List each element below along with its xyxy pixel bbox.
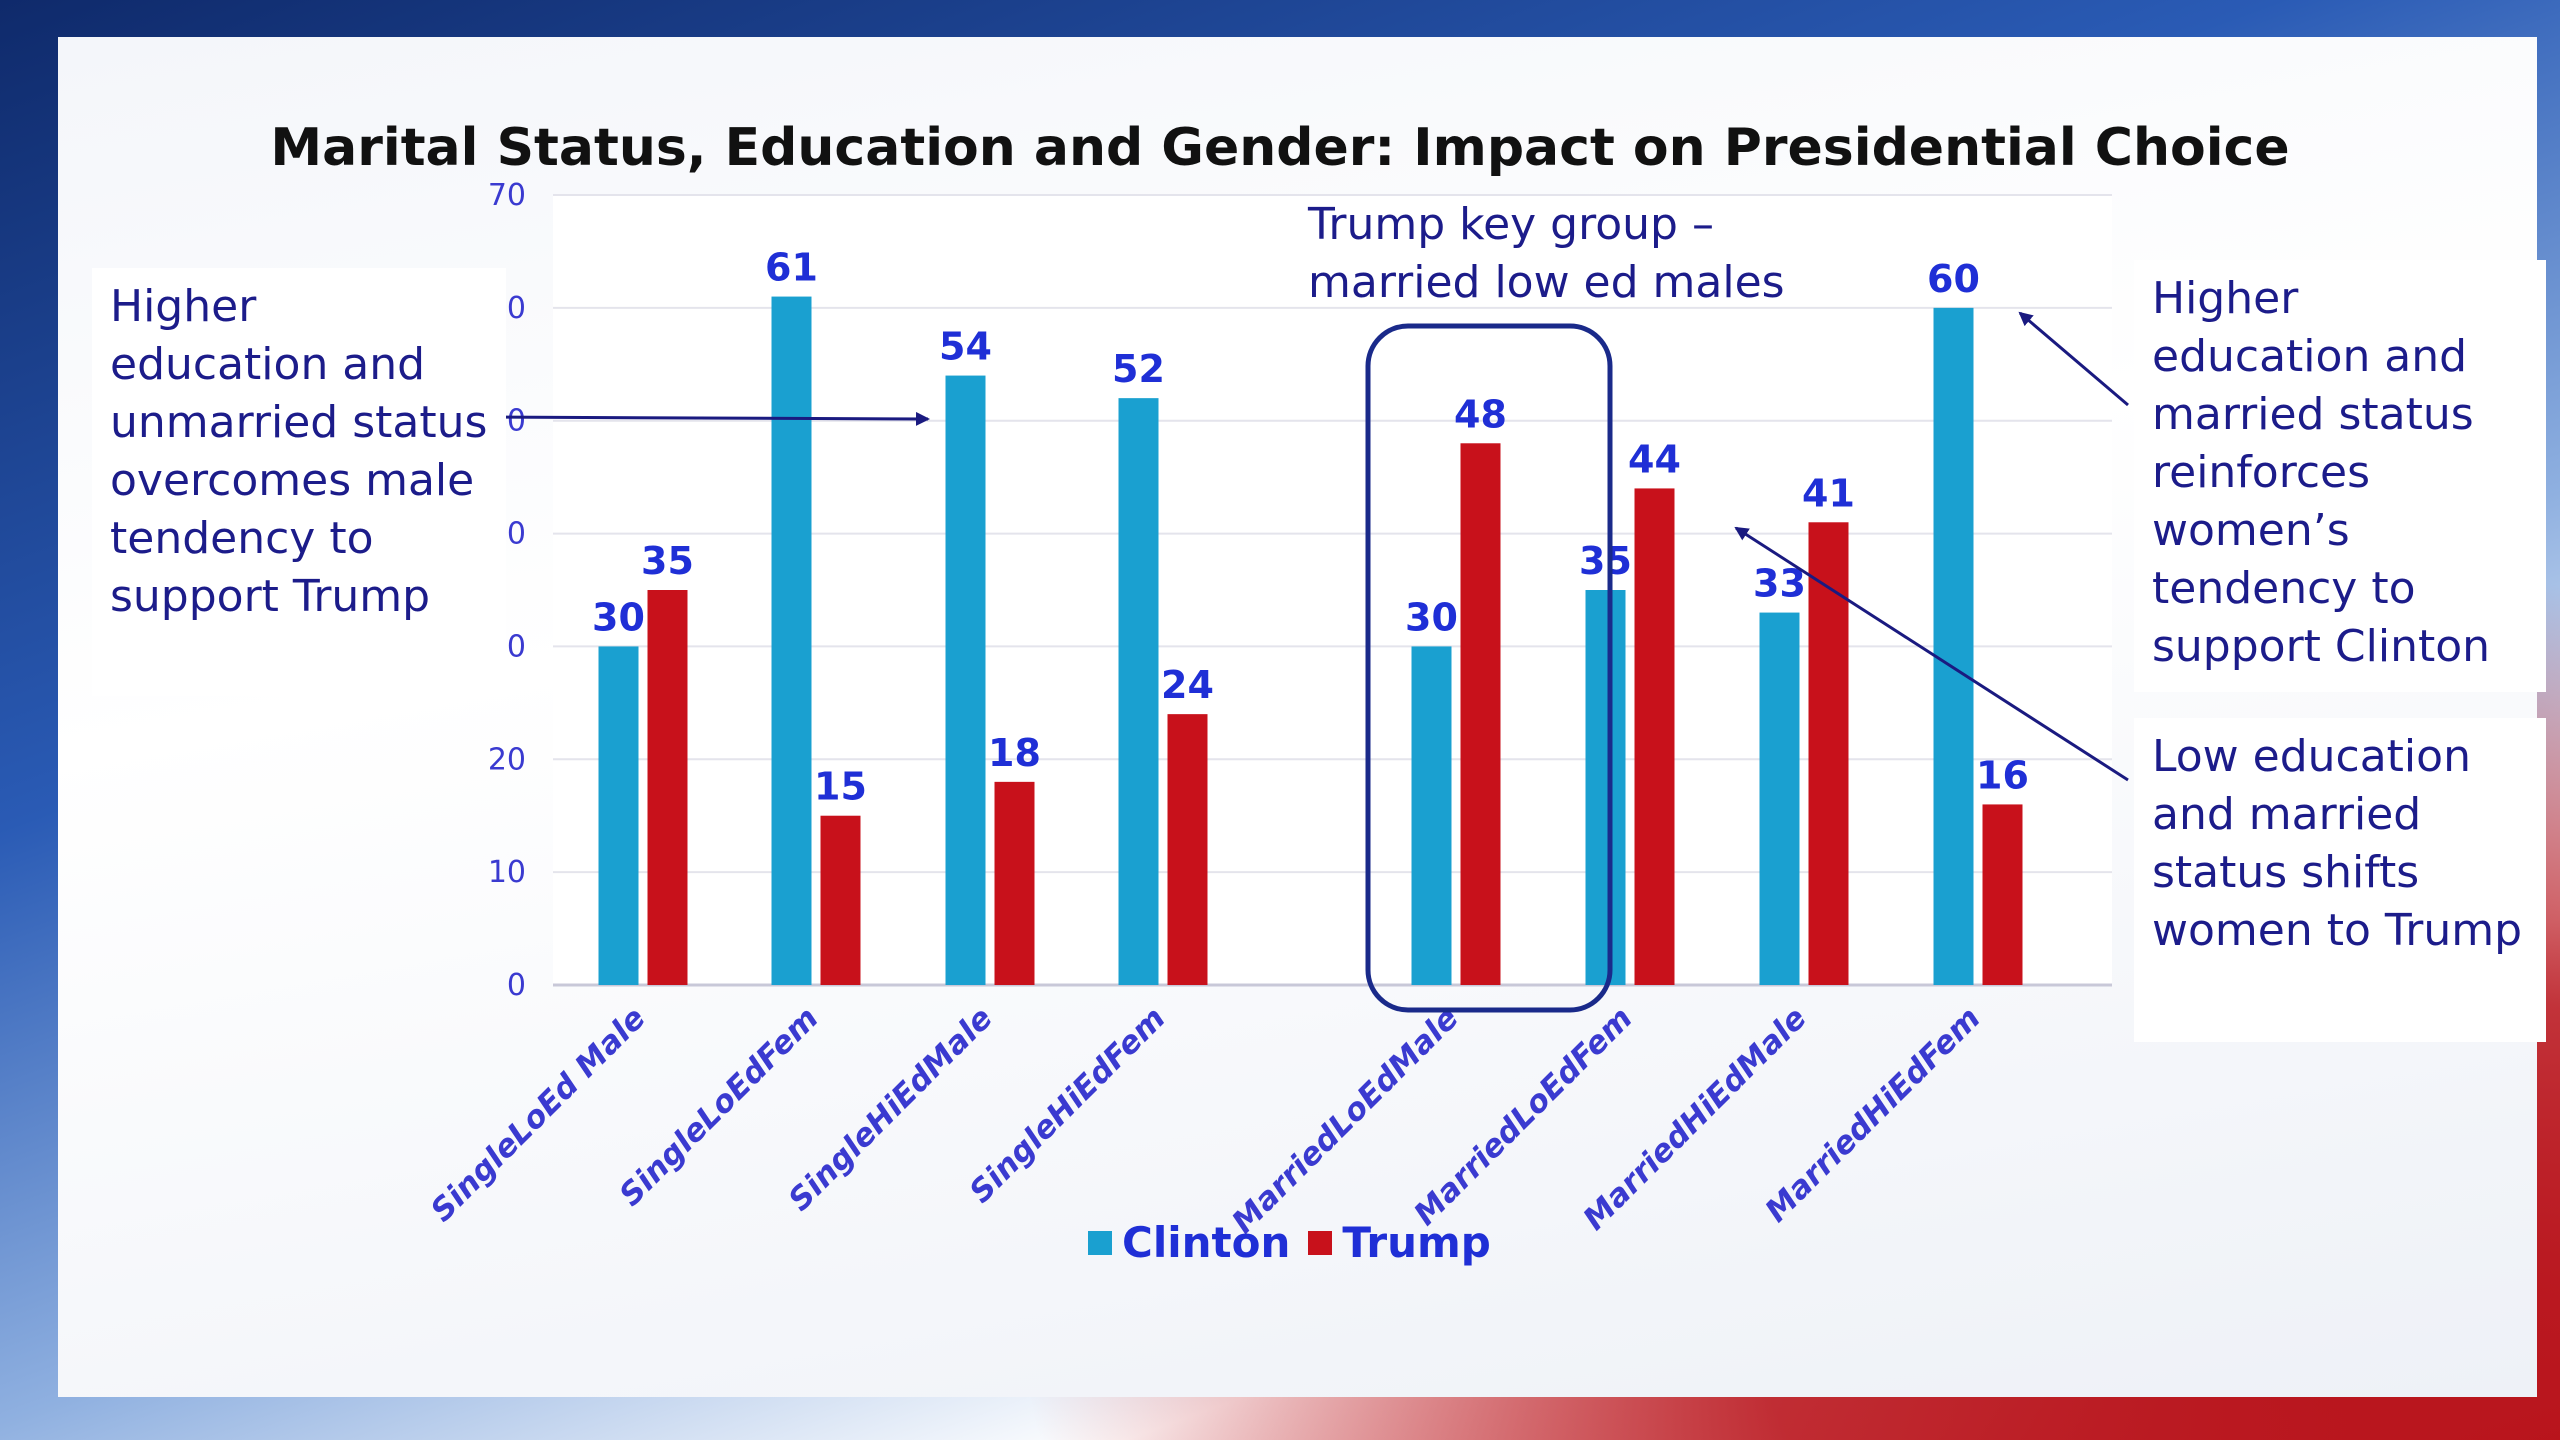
- legend-label-clinton: Clinton: [1122, 1218, 1291, 1267]
- y-tick-label: 0: [507, 968, 526, 1003]
- plot-area: [553, 195, 2112, 985]
- data-label: 30: [1405, 595, 1458, 639]
- bars: [598, 296, 2023, 986]
- legend-item-clinton: Clinton: [1088, 1218, 1290, 1267]
- bar-trump: [1808, 522, 1849, 985]
- legend-item-trump: Trump: [1308, 1218, 1491, 1267]
- key-group-highlight: [1365, 323, 1613, 1013]
- arrow-right-top-callout: [2018, 311, 2129, 407]
- data-label: 24: [1161, 663, 1214, 707]
- bar-trump: [1167, 714, 1208, 985]
- legend-label-trump: Trump: [1342, 1218, 1491, 1267]
- data-label: 35: [1579, 539, 1632, 583]
- data-label: 48: [1454, 392, 1507, 436]
- y-tick-label: 10: [488, 855, 526, 890]
- legend-swatch-trump: [1308, 1230, 1333, 1255]
- gridlines: [553, 194, 2112, 987]
- bar-trump: [1634, 488, 1675, 985]
- data-label: 44: [1628, 437, 1681, 481]
- bar-clinton: [598, 646, 639, 985]
- bar-clinton: [1585, 590, 1626, 985]
- bar-trump: [820, 815, 861, 985]
- callout-key-group: Trump key group – married low ed males: [1308, 199, 1785, 308]
- data-label: 35: [641, 539, 694, 583]
- data-label: 41: [1802, 471, 1855, 515]
- data-label: 16: [1976, 753, 2029, 797]
- arrow-right-bottom-callout: [1734, 526, 2129, 782]
- bar-trump: [994, 781, 1035, 985]
- callout-right-bottom: Low education and married status shifts …: [2134, 718, 2546, 1042]
- bar-trump: [1982, 804, 2023, 985]
- bar-clinton: [1933, 307, 1974, 985]
- bar-clinton: [1411, 646, 1452, 985]
- y-tick-label: 20: [488, 742, 526, 777]
- legend: Clinton Trump: [1088, 1218, 1491, 1267]
- arrow-left-callout: [479, 411, 930, 426]
- data-label: 60: [1927, 257, 1980, 301]
- bar-trump: [1460, 443, 1501, 985]
- callout-left: Higher education and unmarried status ov…: [92, 268, 506, 696]
- bar-clinton: [945, 375, 986, 986]
- callout-right-top: Higher education and married status rein…: [2134, 260, 2546, 692]
- chart-title: Marital Status, Education and Gender: Im…: [270, 118, 2290, 178]
- y-tick-label: 70: [488, 178, 526, 213]
- data-label: 54: [939, 325, 992, 369]
- bar-clinton: [1118, 398, 1159, 986]
- bar-clinton: [771, 296, 812, 986]
- bar-clinton: [1759, 612, 1800, 985]
- data-label: 52: [1112, 347, 1165, 391]
- data-label: 18: [988, 731, 1041, 775]
- data-label: 61: [765, 246, 818, 290]
- legend-swatch-clinton: [1088, 1230, 1112, 1255]
- bar-trump: [647, 590, 688, 985]
- data-label: 15: [814, 765, 867, 809]
- data-label: 30: [592, 595, 645, 639]
- x-tick-label: SingleHiEdFem: [963, 1000, 1173, 1210]
- x-axis: SingleLoEd MaleSingleLoEdFemSingleHiEdMa…: [424, 1000, 1988, 1240]
